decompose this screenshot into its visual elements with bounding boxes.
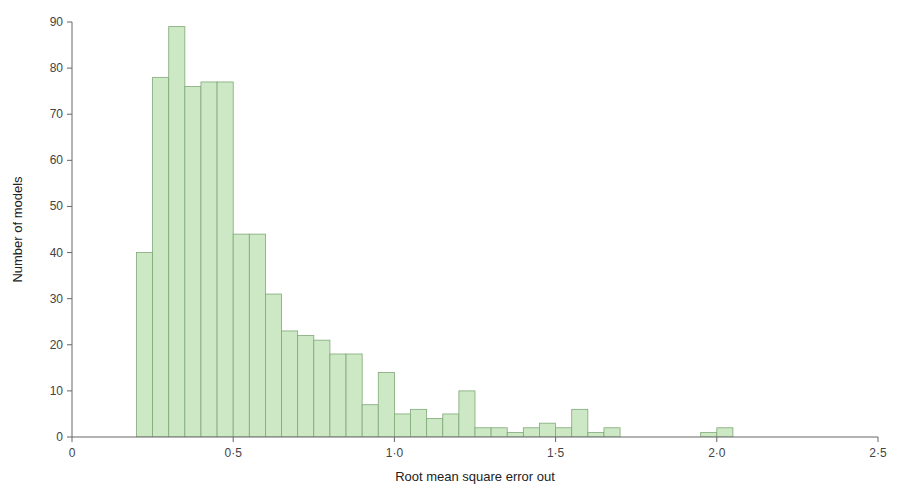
bar [556,428,572,437]
x-tick-label: 1·0 [386,446,404,460]
y-tick [67,390,72,391]
bar [427,419,443,437]
bar [136,253,152,437]
bar [330,354,346,437]
bar [491,428,507,437]
bar [523,428,539,437]
bar [394,414,410,437]
y-tick-label: 0 [56,430,63,444]
x-tick [394,437,395,442]
y-tick [67,344,72,345]
x-tick [555,437,556,442]
bar [411,409,427,437]
bar [378,372,394,437]
y-tick [67,114,72,115]
bar [282,331,298,437]
chart: 0 0·5 1·0 1·5 2·0 2·5 0 10 20 30 40 50 60 70 80 90 Root … [0,0,908,499]
y-tick-label: 90 [50,15,64,29]
bar [717,428,733,437]
bar [507,432,523,437]
y-tick-label: 30 [50,292,64,306]
bar [604,428,620,437]
bar [588,432,604,437]
y-tick [67,298,72,299]
y-tick [67,22,72,23]
bars [136,27,732,437]
y-tick-label: 80 [50,61,64,75]
bar [201,82,217,437]
bar [572,409,588,437]
bar [443,414,459,437]
bar [265,294,281,437]
x-tick-label: 0·5 [225,446,243,460]
bar [475,428,491,437]
y-tick [67,68,72,69]
bar [362,405,378,437]
y-tick [67,437,72,438]
bar [249,234,265,437]
bar [298,336,314,437]
y-tick-label: 50 [50,199,64,213]
y-tick-label: 10 [50,384,64,398]
bar [153,77,169,437]
y-tick-label: 20 [50,338,64,352]
y-axis-line [72,22,73,437]
y-tick-label: 60 [50,153,64,167]
bar [459,391,475,437]
y-tick-label: 40 [50,246,64,260]
bar [346,354,362,437]
x-tick [716,437,717,442]
bar [233,234,249,437]
y-tick [67,206,72,207]
bar [314,340,330,437]
bar [217,82,233,437]
bar [169,27,185,437]
x-tick [878,437,879,442]
x-tick [233,437,234,442]
y-tick [67,252,72,253]
y-tick [67,160,72,161]
x-tick-label: 0 [69,446,76,460]
bar [185,87,201,437]
x-tick-label: 2·0 [708,446,726,460]
bar [701,432,717,437]
y-axis-label: Number of models [10,176,25,283]
bar [539,423,555,437]
y-tick-label: 70 [50,107,64,121]
x-axis-line [72,437,878,438]
x-axis-label: Root mean square error out [395,469,555,484]
x-tick [72,437,73,442]
x-tick-label: 2·5 [869,446,887,460]
x-tick-label: 1·5 [547,446,565,460]
